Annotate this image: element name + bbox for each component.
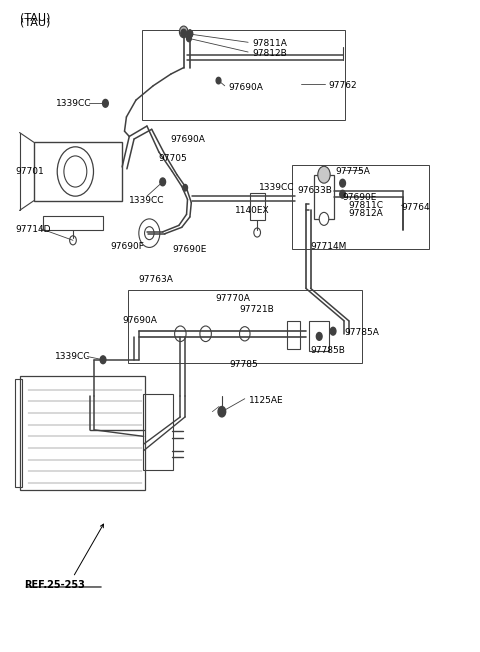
Bar (292, 165, 429, 250)
Circle shape (183, 185, 188, 191)
Bar (20, 376, 144, 490)
Text: 97811C: 97811C (349, 201, 384, 210)
Text: 97762: 97762 (328, 82, 357, 90)
Text: 1339CC: 1339CC (259, 183, 295, 192)
Circle shape (318, 166, 330, 183)
Text: 97775A: 97775A (336, 167, 370, 176)
Circle shape (160, 178, 166, 186)
Circle shape (254, 228, 261, 237)
Text: 97690A: 97690A (122, 316, 157, 325)
Bar (43, 216, 103, 230)
Circle shape (187, 30, 193, 38)
Text: 97690A: 97690A (171, 134, 205, 143)
Text: 97633B: 97633B (297, 186, 332, 196)
Bar (34, 142, 122, 201)
Circle shape (175, 326, 186, 342)
Bar (142, 30, 345, 119)
Text: 97764: 97764 (401, 203, 430, 212)
Circle shape (180, 26, 188, 38)
Bar (128, 290, 362, 363)
Circle shape (139, 219, 160, 248)
Circle shape (319, 213, 329, 226)
Text: 97721B: 97721B (239, 304, 274, 314)
Text: 1339CC: 1339CC (55, 352, 91, 361)
Circle shape (100, 356, 106, 364)
Circle shape (144, 227, 154, 240)
Circle shape (64, 156, 87, 187)
Bar (15, 379, 23, 487)
Text: 97690F: 97690F (110, 242, 144, 250)
Bar (143, 394, 173, 470)
Text: 97690E: 97690E (343, 193, 377, 202)
Text: 97763A: 97763A (139, 274, 174, 284)
Text: 97714D: 97714D (16, 226, 51, 235)
Text: (TAU): (TAU) (21, 12, 51, 23)
Text: 1140EX: 1140EX (235, 206, 270, 215)
Circle shape (218, 406, 226, 417)
Circle shape (240, 327, 250, 341)
Circle shape (200, 326, 211, 342)
Text: 97690A: 97690A (228, 83, 263, 91)
Text: (TAU): (TAU) (21, 18, 51, 27)
Text: 97690E: 97690E (172, 245, 206, 254)
Bar (287, 321, 300, 349)
Text: 97701: 97701 (16, 167, 45, 176)
Bar (314, 175, 334, 219)
Bar (250, 193, 265, 220)
Circle shape (181, 29, 187, 37)
Text: 97705: 97705 (159, 154, 188, 163)
Text: 97812A: 97812A (349, 209, 384, 218)
Circle shape (340, 190, 346, 198)
Text: 1339CC: 1339CC (56, 99, 92, 108)
Bar (309, 321, 329, 351)
Text: 97811A: 97811A (252, 39, 287, 48)
Text: REF.25-253: REF.25-253 (24, 580, 85, 590)
Text: 1125AE: 1125AE (249, 396, 283, 405)
Text: 97785B: 97785B (311, 346, 346, 355)
Circle shape (316, 333, 322, 340)
Text: 97812B: 97812B (252, 49, 287, 58)
Circle shape (103, 99, 108, 107)
Circle shape (340, 179, 346, 187)
Text: 97714M: 97714M (311, 242, 347, 250)
Text: 97785A: 97785A (344, 328, 379, 337)
Circle shape (330, 327, 336, 335)
Circle shape (70, 236, 76, 245)
Text: 97785: 97785 (229, 360, 258, 369)
Text: 97770A: 97770A (215, 293, 250, 303)
Circle shape (57, 147, 94, 196)
Text: 1339CC: 1339CC (129, 196, 165, 205)
Circle shape (216, 78, 221, 84)
Circle shape (187, 35, 192, 42)
